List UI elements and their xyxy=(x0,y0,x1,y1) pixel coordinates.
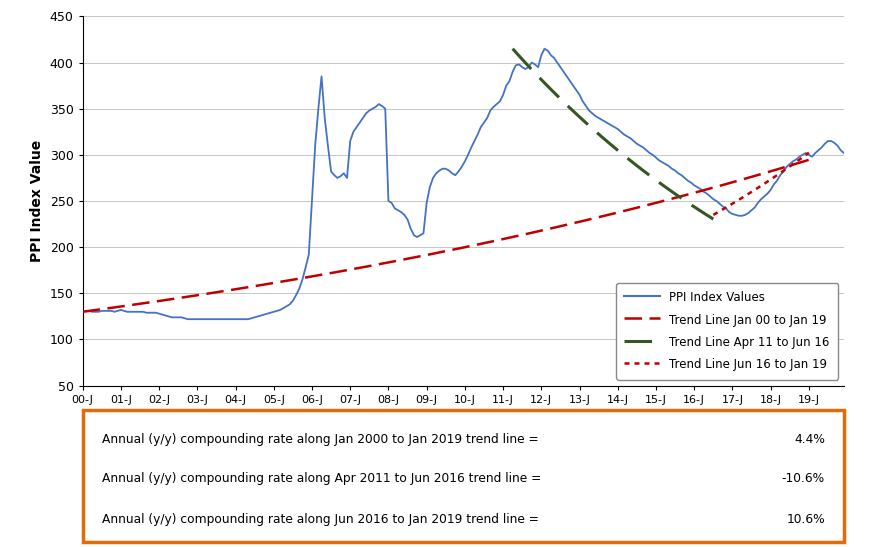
X-axis label: Year and Month: Year and Month xyxy=(401,410,524,424)
Text: Annual (y/y) compounding rate along Jun 2016 to Jan 2019 trend line =: Annual (y/y) compounding rate along Jun … xyxy=(102,513,538,526)
Text: Annual (y/y) compounding rate along Apr 2011 to Jun 2016 trend line =: Annual (y/y) compounding rate along Apr … xyxy=(102,472,541,485)
Text: 4.4%: 4.4% xyxy=(793,433,824,446)
Legend: PPI Index Values, Trend Line Jan 00 to Jan 19, Trend Line Apr 11 to Jun 16, Tren: PPI Index Values, Trend Line Jan 00 to J… xyxy=(615,283,837,380)
FancyBboxPatch shape xyxy=(83,410,843,542)
Text: 10.6%: 10.6% xyxy=(786,513,824,526)
Text: -10.6%: -10.6% xyxy=(781,472,824,485)
Y-axis label: PPI Index Value: PPI Index Value xyxy=(30,140,44,262)
Text: Annual (y/y) compounding rate along Jan 2000 to Jan 2019 trend line =: Annual (y/y) compounding rate along Jan … xyxy=(102,433,538,446)
